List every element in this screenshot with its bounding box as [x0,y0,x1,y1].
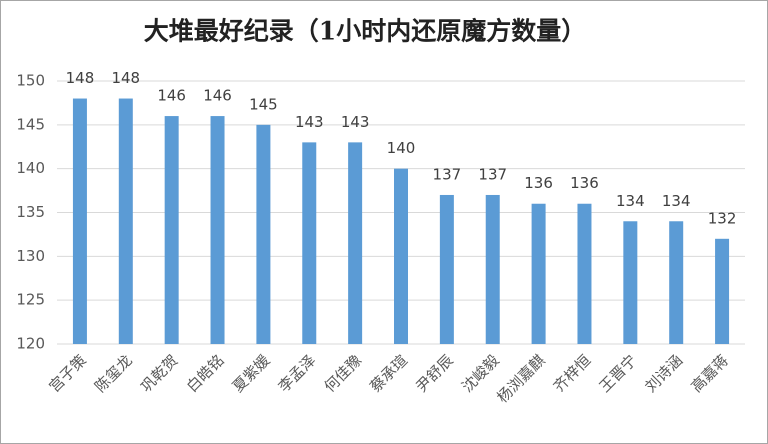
bar [302,142,317,344]
bar [118,98,133,345]
chart-title: 大堆最好纪录（1小时内还原魔方数量） [144,17,586,46]
bar [256,124,271,344]
bar [531,203,546,344]
bar [439,194,454,344]
value-label: 146 [157,87,186,105]
value-label: 137 [433,165,462,183]
value-label: 137 [478,165,507,183]
y-tick-label: 140 [16,159,45,177]
bar [623,221,638,344]
value-label: 145 [249,95,278,113]
value-label: 136 [524,174,553,192]
bar [72,98,87,345]
bar [348,142,363,344]
y-tick-label: 130 [16,247,45,265]
bar [485,194,500,344]
bar [715,238,730,344]
value-label: 136 [570,174,599,192]
value-label: 146 [203,87,232,105]
value-label: 140 [387,139,416,157]
value-label: 148 [66,69,95,87]
y-tick-label: 135 [16,203,45,221]
bar [164,116,179,344]
value-label: 143 [295,113,324,131]
y-tick-label: 145 [16,115,45,133]
bar [210,116,225,344]
value-label: 134 [616,192,645,210]
value-label: 148 [111,69,140,87]
bar [394,168,408,344]
value-label: 143 [341,113,370,131]
y-tick-label: 120 [16,335,45,353]
y-tick-label: 125 [16,291,45,309]
value-label: 132 [708,209,737,227]
y-tick-label: 150 [16,72,45,90]
bar [669,221,684,344]
value-label: 134 [662,192,691,210]
bar [577,203,592,344]
